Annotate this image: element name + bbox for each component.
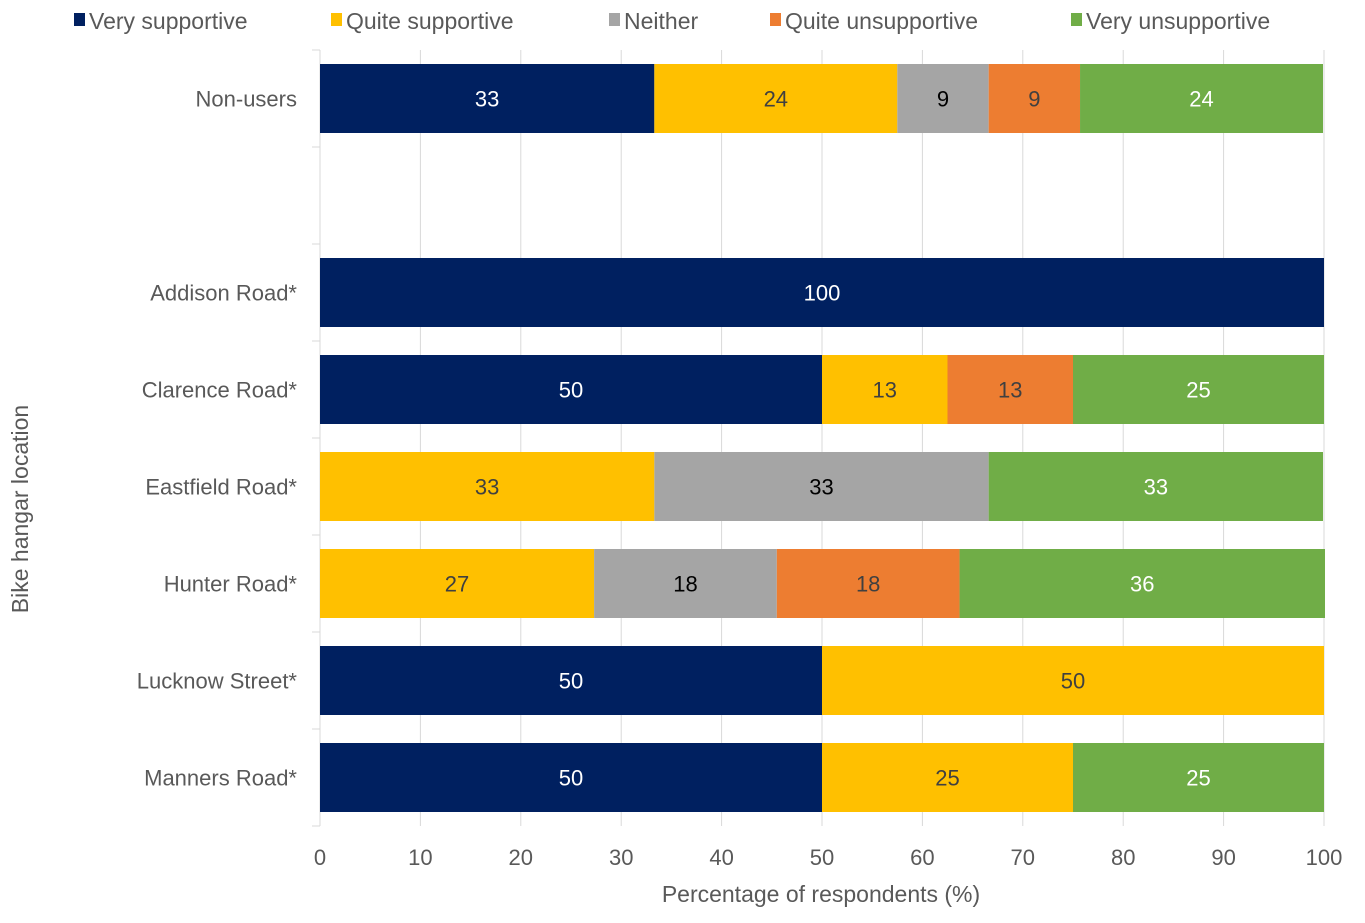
bar-segment — [897, 64, 989, 133]
x-axis: 0 10 20 30 40 50 60 70 80 90 100 — [314, 845, 1342, 870]
y-tick-label: Lucknow Street* — [137, 669, 298, 694]
data-label: 13 — [998, 378, 1022, 403]
x-tick-label: 0 — [314, 845, 326, 870]
bar-segment — [594, 549, 777, 618]
bar-segment — [320, 258, 1324, 327]
bar-segment — [320, 549, 595, 618]
data-label: 24 — [1189, 87, 1213, 112]
bar-segment — [654, 452, 989, 521]
data-label: 33 — [809, 475, 833, 500]
bar-segment — [320, 452, 655, 521]
bar-segment — [654, 64, 898, 133]
data-label: 33 — [475, 475, 499, 500]
data-label: 36 — [1130, 572, 1154, 597]
bar-segment — [822, 743, 1073, 812]
data-label: 24 — [764, 87, 788, 112]
x-axis-label: Percentage of respondents (%) — [662, 881, 980, 907]
legend: Very supportive Quite supportive Neither Qu… — [74, 8, 1270, 34]
data-label: 18 — [856, 572, 880, 597]
data-label: 9 — [1028, 87, 1040, 112]
data-label: 27 — [445, 572, 469, 597]
bar-segment — [1073, 355, 1324, 424]
data-label: 50 — [559, 766, 583, 791]
y-axis-label: Bike hangar location — [7, 405, 33, 613]
legend-swatch — [1071, 13, 1082, 26]
x-tick-label: 30 — [609, 845, 633, 870]
y-axis: Non-users Addison Road* Clarence Road* East… — [137, 49, 321, 827]
bar-segment — [959, 549, 1326, 618]
data-label: 9 — [937, 87, 949, 112]
legend-swatch — [331, 13, 342, 26]
bar-segment — [320, 355, 822, 424]
x-tick-label: 40 — [709, 845, 733, 870]
bar-segment — [776, 549, 960, 618]
data-label: 100 — [804, 281, 841, 306]
x-tick-label: 50 — [810, 845, 834, 870]
y-tick-label: Hunter Road* — [164, 572, 298, 597]
legend-label: Quite supportive — [346, 8, 513, 34]
y-tick-label: Manners Road* — [144, 766, 297, 791]
bars: 33 24 9 9 24 100 50 13 13 25 33 33 33 27 18 18 36 50 50 50 2… — [320, 64, 1326, 812]
legend-label: Very supportive — [89, 8, 248, 34]
legend-swatch — [609, 13, 620, 26]
legend-swatch — [770, 13, 781, 26]
legend-label: Neither — [624, 8, 698, 34]
bar-segment — [1073, 743, 1324, 812]
legend-swatch — [74, 13, 85, 26]
data-label: 25 — [1186, 766, 1210, 791]
x-tick-label: 90 — [1211, 845, 1235, 870]
data-label: 33 — [475, 87, 499, 112]
x-tick-label: 60 — [910, 845, 934, 870]
bar-segment — [1080, 64, 1323, 133]
data-label: 25 — [935, 766, 959, 791]
data-label: 50 — [559, 378, 583, 403]
x-tick-label: 20 — [509, 845, 533, 870]
bar-segment — [988, 64, 1081, 133]
y-tick-label: Addison Road* — [150, 281, 297, 306]
bar-segment — [947, 355, 1073, 424]
bar-segment — [988, 452, 1323, 521]
data-label: 18 — [673, 572, 697, 597]
bar-segment — [320, 64, 655, 133]
y-tick-label: Non-users — [196, 87, 297, 112]
data-label: 25 — [1186, 378, 1210, 403]
x-tick-label: 10 — [408, 845, 432, 870]
x-tick-label: 70 — [1011, 845, 1035, 870]
bar-segment — [822, 355, 948, 424]
x-tick-label: 80 — [1111, 845, 1135, 870]
data-label: 50 — [1061, 669, 1085, 694]
data-label: 33 — [1144, 475, 1168, 500]
bar-segment — [822, 646, 1324, 715]
legend-label: Very unsupportive — [1086, 8, 1270, 34]
data-label: 50 — [559, 669, 583, 694]
bar-segment — [320, 743, 822, 812]
y-tick-label: Clarence Road* — [142, 378, 298, 403]
bar-segment — [320, 646, 822, 715]
x-tick-label: 100 — [1306, 845, 1343, 870]
legend-label: Quite unsupportive — [785, 8, 978, 34]
data-label: 13 — [873, 378, 897, 403]
y-tick-label: Eastfield Road* — [145, 475, 297, 500]
